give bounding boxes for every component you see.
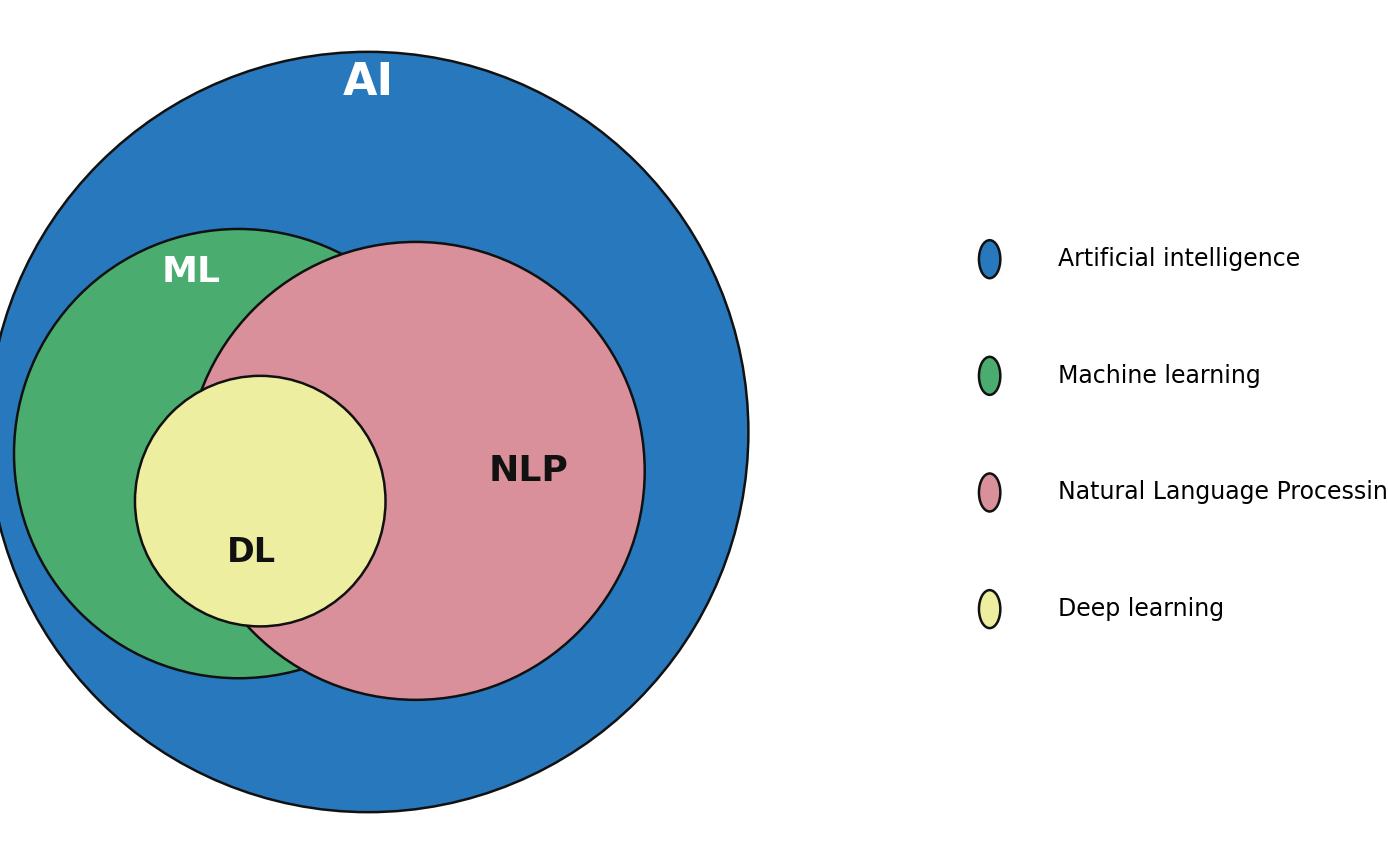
Text: NLP: NLP (489, 454, 568, 488)
Ellipse shape (979, 240, 1001, 278)
Text: DL: DL (228, 537, 276, 569)
Circle shape (0, 52, 748, 812)
Circle shape (187, 242, 644, 700)
Ellipse shape (979, 357, 1001, 395)
Circle shape (135, 376, 386, 626)
Text: ML: ML (161, 255, 221, 289)
Text: AI: AI (343, 60, 394, 104)
Text: Natural Language Processing: Natural Language Processing (1058, 480, 1388, 505)
Text: Artificial intelligence: Artificial intelligence (1058, 247, 1301, 271)
Text: Machine learning: Machine learning (1058, 364, 1260, 388)
Circle shape (14, 229, 464, 678)
Ellipse shape (979, 473, 1001, 511)
Text: Deep learning: Deep learning (1058, 597, 1224, 621)
Ellipse shape (979, 590, 1001, 628)
